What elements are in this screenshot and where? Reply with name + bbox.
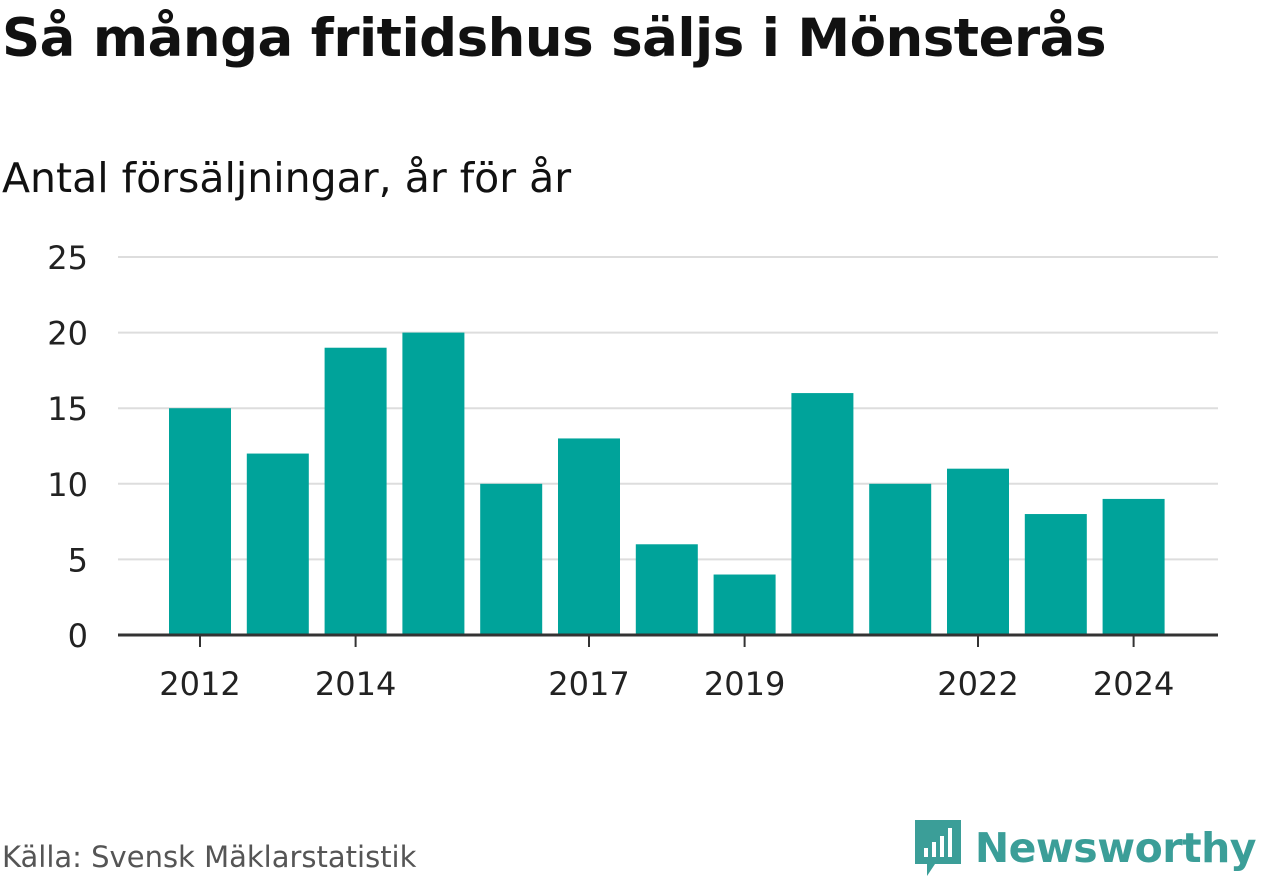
chart-title: Så många fritidshus säljs i Mönsterås — [2, 8, 1107, 69]
source-note: Källa: Svensk Mäklarstatistik — [2, 840, 417, 874]
bar-2020 — [791, 393, 854, 635]
x-tick-label: 2022 — [937, 665, 1018, 703]
bar-2018 — [635, 544, 698, 635]
y-tick-label: 5 — [68, 541, 88, 579]
newsworthy-logo-icon — [914, 820, 961, 876]
bar-2023 — [1024, 514, 1087, 635]
bar-2016 — [480, 483, 543, 635]
y-tick-label: 10 — [47, 466, 88, 504]
bar-2022 — [947, 468, 1009, 635]
bars — [169, 332, 1165, 635]
bar-2014 — [324, 347, 387, 635]
x-tick-label: 2024 — [1093, 665, 1174, 703]
bar-2024 — [1102, 498, 1165, 635]
x-axis-ticks: 2012 2014 2017 2019 2022 2024 — [159, 635, 1174, 703]
x-tick-label: 2012 — [159, 665, 240, 703]
y-tick-label: 20 — [47, 315, 88, 353]
bar-2017 — [558, 438, 620, 635]
y-tick-label: 15 — [47, 390, 88, 428]
x-tick-label: 2014 — [315, 665, 396, 703]
y-tick-label: 0 — [68, 617, 88, 655]
y-axis-ticks: 0 5 10 15 20 25 — [47, 239, 88, 655]
bar-2012 — [169, 408, 231, 635]
x-tick-label: 2017 — [548, 665, 629, 703]
bar-2019 — [713, 574, 776, 635]
brand-name: Newsworthy — [974, 824, 1257, 872]
x-tick-label: 2019 — [704, 665, 785, 703]
chart-subtitle: Antal försäljningar, år för år — [2, 154, 572, 202]
y-tick-label: 25 — [47, 239, 88, 277]
bar-2013 — [246, 453, 309, 635]
bar-2021 — [869, 483, 932, 635]
bar-2015 — [402, 332, 465, 635]
brand-logo: Newsworthy — [913, 818, 1257, 878]
